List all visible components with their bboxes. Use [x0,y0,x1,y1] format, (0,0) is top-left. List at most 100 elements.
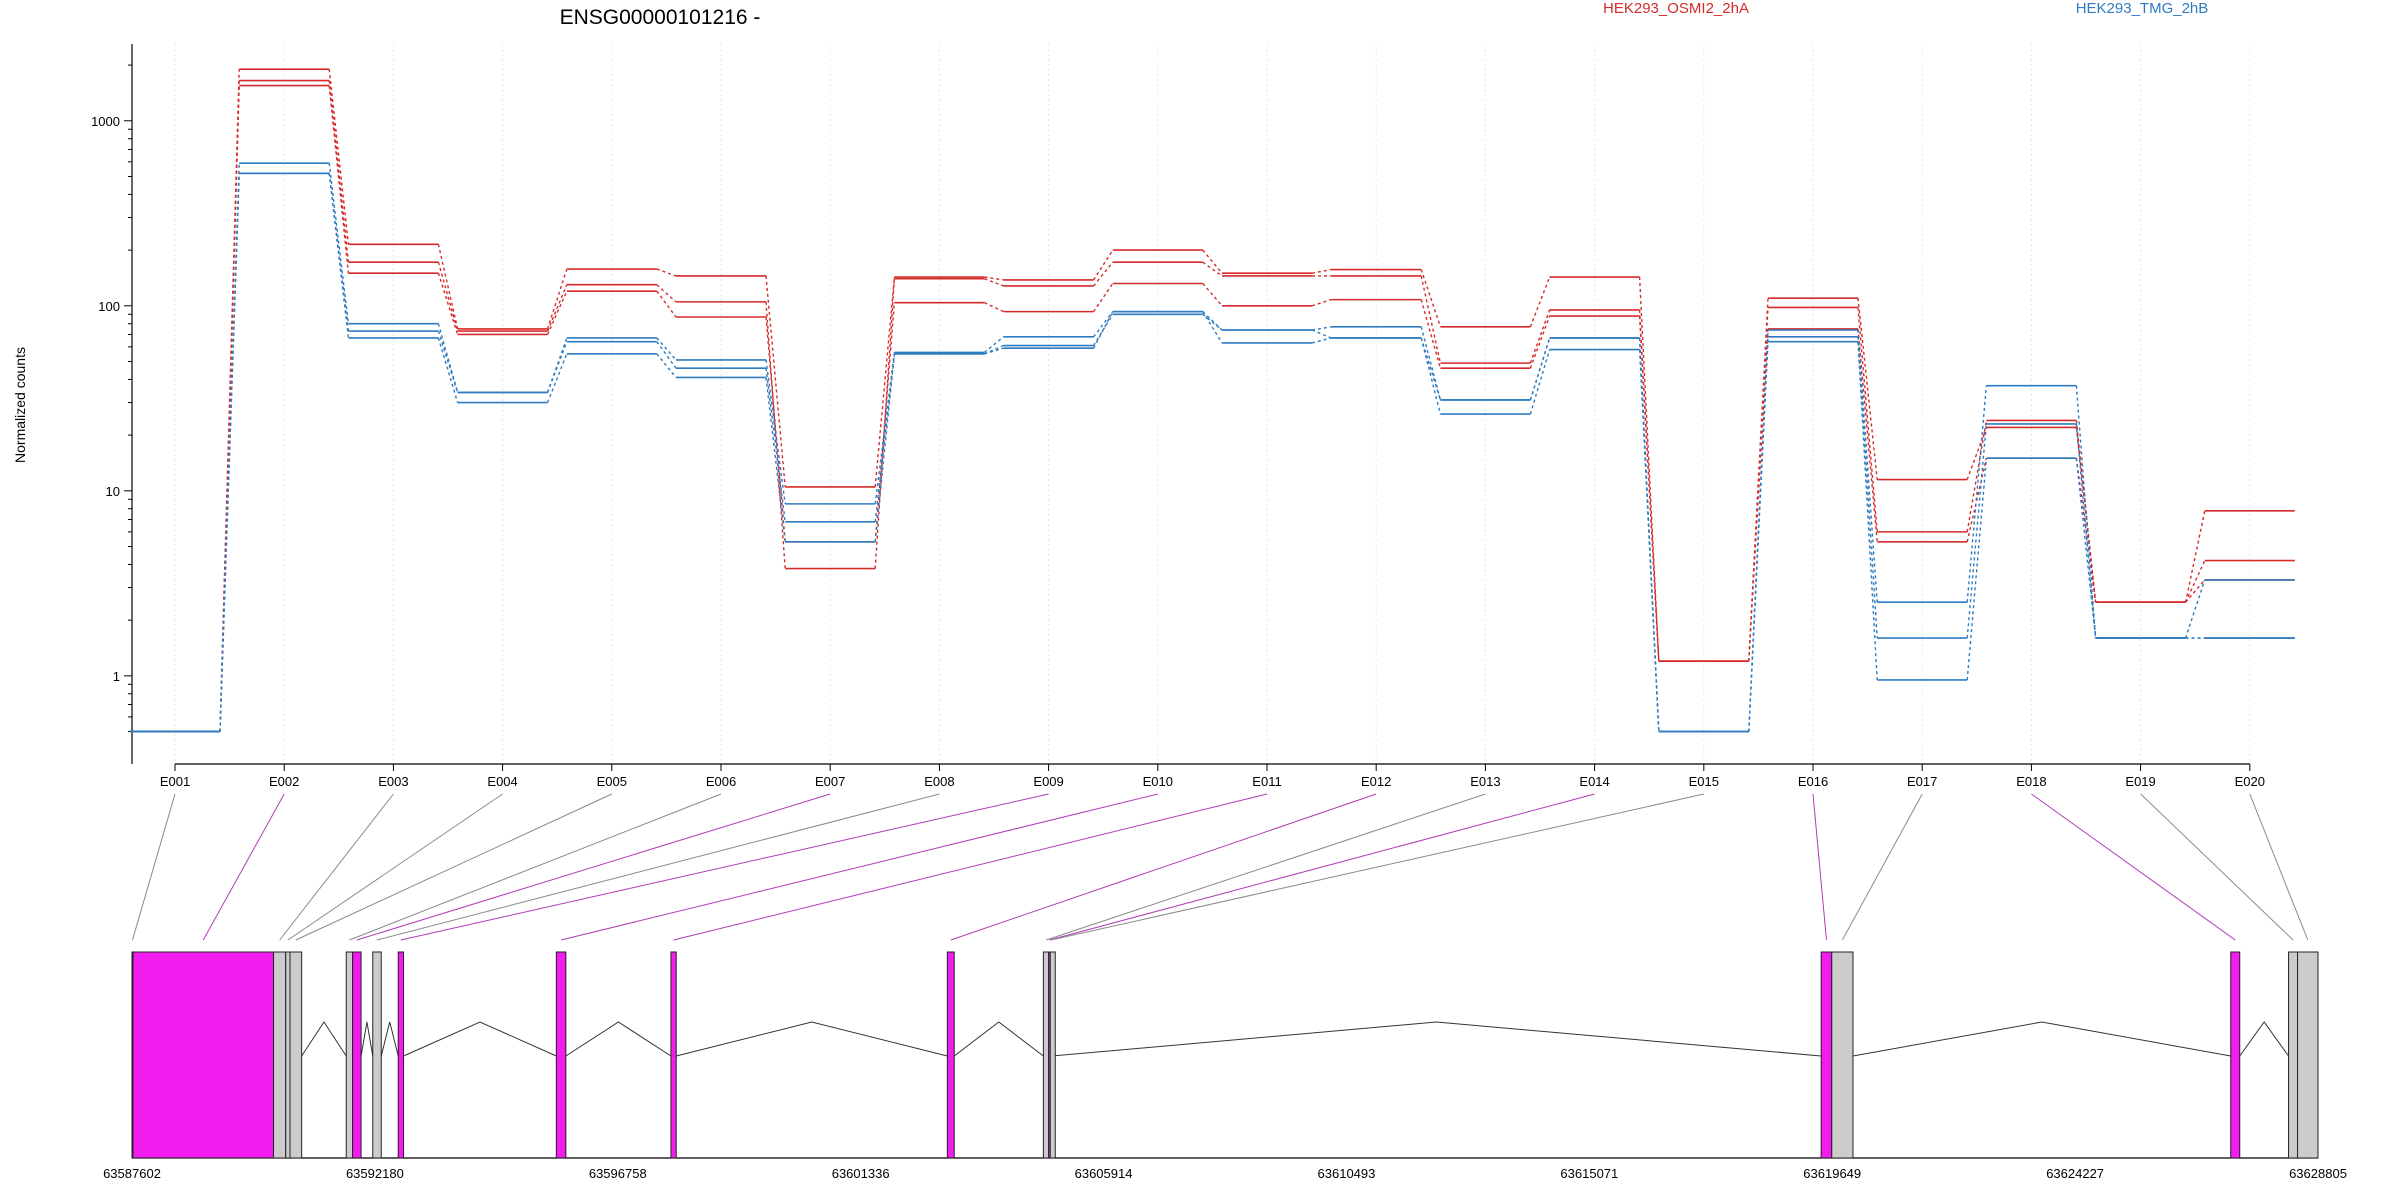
series-connector [874,276,896,487]
series-connector [765,359,786,504]
gene-model: 63587602 63592180 63596758 63601336 63605914… [103,951,2347,1181]
series-connector [219,173,240,732]
series-connector [546,337,568,393]
series-connector [1966,385,1988,603]
x-tick-label: E018 [2016,774,2046,789]
series-line [130,162,2295,733]
series-connector [765,316,786,542]
series-connector [984,278,1004,287]
x-tick-label: E003 [378,774,408,789]
series-connector [437,337,459,403]
x-tick-label: E007 [815,774,845,789]
genomic-coordinate-label: 63628805 [2289,1166,2347,1181]
series-connector [546,353,568,403]
series-connector [1202,283,1223,307]
series-connector [656,337,677,361]
series-connector [874,353,896,542]
series-connector [328,163,350,324]
series-connector [1966,458,1988,681]
series-connector [1966,420,1988,532]
series-connector [1093,261,1114,287]
x-tick-label: E004 [487,774,517,789]
x-tick-label: E015 [1689,774,1719,789]
exon-significant [352,951,362,1159]
series-connector [1202,261,1223,277]
series-connector [437,244,459,330]
intron-line [2239,1021,2289,1057]
series-connector [656,353,677,378]
y-axis-label: Normalized counts [12,347,28,463]
series-connector [1857,329,1878,603]
series-connector [656,284,677,303]
series-connector [656,268,677,277]
series-connector [328,85,350,274]
genomic-coordinate-label: 63596758 [589,1166,647,1181]
exon-connector [1812,793,1827,941]
series-connector [656,341,677,369]
x-tick-label: E009 [1033,774,1063,789]
series-connector [546,290,568,335]
exon-connector [950,793,1377,941]
exon [2297,951,2319,1159]
series-connector [1202,311,1223,344]
series-connector [1311,329,1332,339]
series-connector [1202,313,1223,331]
series-connector [546,284,568,332]
series-connector [1420,275,1442,364]
series-connector [983,336,1005,353]
series-connector [1529,349,1551,415]
series-connector [656,290,677,318]
series-connector [2075,458,2097,639]
exon-significant [555,951,567,1159]
exon [1042,951,1050,1159]
plot-axes: 1 10 100 1000 E001 E002 E003 E004 E005 E006 E007 E0… [91,44,2265,789]
series-connector [1638,337,1660,732]
series-connector [2184,560,2206,603]
legend-label-osmi2: HEK293_OSMI2_2hA [1603,0,1749,17]
series-connector [437,262,459,332]
exon-connector [349,793,722,941]
intron-line [676,1021,948,1057]
series-connector [437,323,459,393]
series-connector [328,173,350,339]
x-tick-label: E014 [1579,774,1609,789]
exon-connector [279,793,394,941]
series-connector [546,341,568,393]
series-connector [1857,307,1878,532]
series-connector [765,275,786,487]
intron-line [1051,1021,1822,1057]
series-connector [1638,277,1660,662]
exon-connector [1050,793,1704,941]
series-connector [2185,579,2206,603]
exon-significant [132,951,275,1159]
exon-connector [2140,793,2294,941]
series-connector [1420,326,1442,401]
series-connector [1092,311,1114,349]
series-connector [2075,385,2097,639]
exon-connector [287,793,503,941]
series-line [130,79,2295,733]
legend-label-tmg: HEK293_TMG_2hB [2076,0,2209,17]
series-connector [874,302,896,542]
series-connector [1638,337,1660,732]
series-connector [437,273,459,335]
y-tick-label: 10 [106,484,120,499]
intron-line [380,1021,399,1057]
x-tick-label: E013 [1470,774,1500,789]
exon-significant [2230,951,2241,1159]
series-connector [1311,268,1332,274]
series-connector [2184,510,2206,603]
series-connector [1857,298,1878,480]
exon [345,951,354,1159]
y-tick-label: 1000 [91,114,120,129]
exon [1831,951,1854,1159]
exon-connector [376,793,940,941]
series-connector [1857,336,1878,639]
exon-connector [1045,793,1486,941]
series-connector [1529,276,1551,328]
series-line [130,172,2295,733]
x-tick-label: E002 [269,774,299,789]
x-tick-label: E020 [2235,774,2265,789]
series-connector [1529,337,1551,401]
